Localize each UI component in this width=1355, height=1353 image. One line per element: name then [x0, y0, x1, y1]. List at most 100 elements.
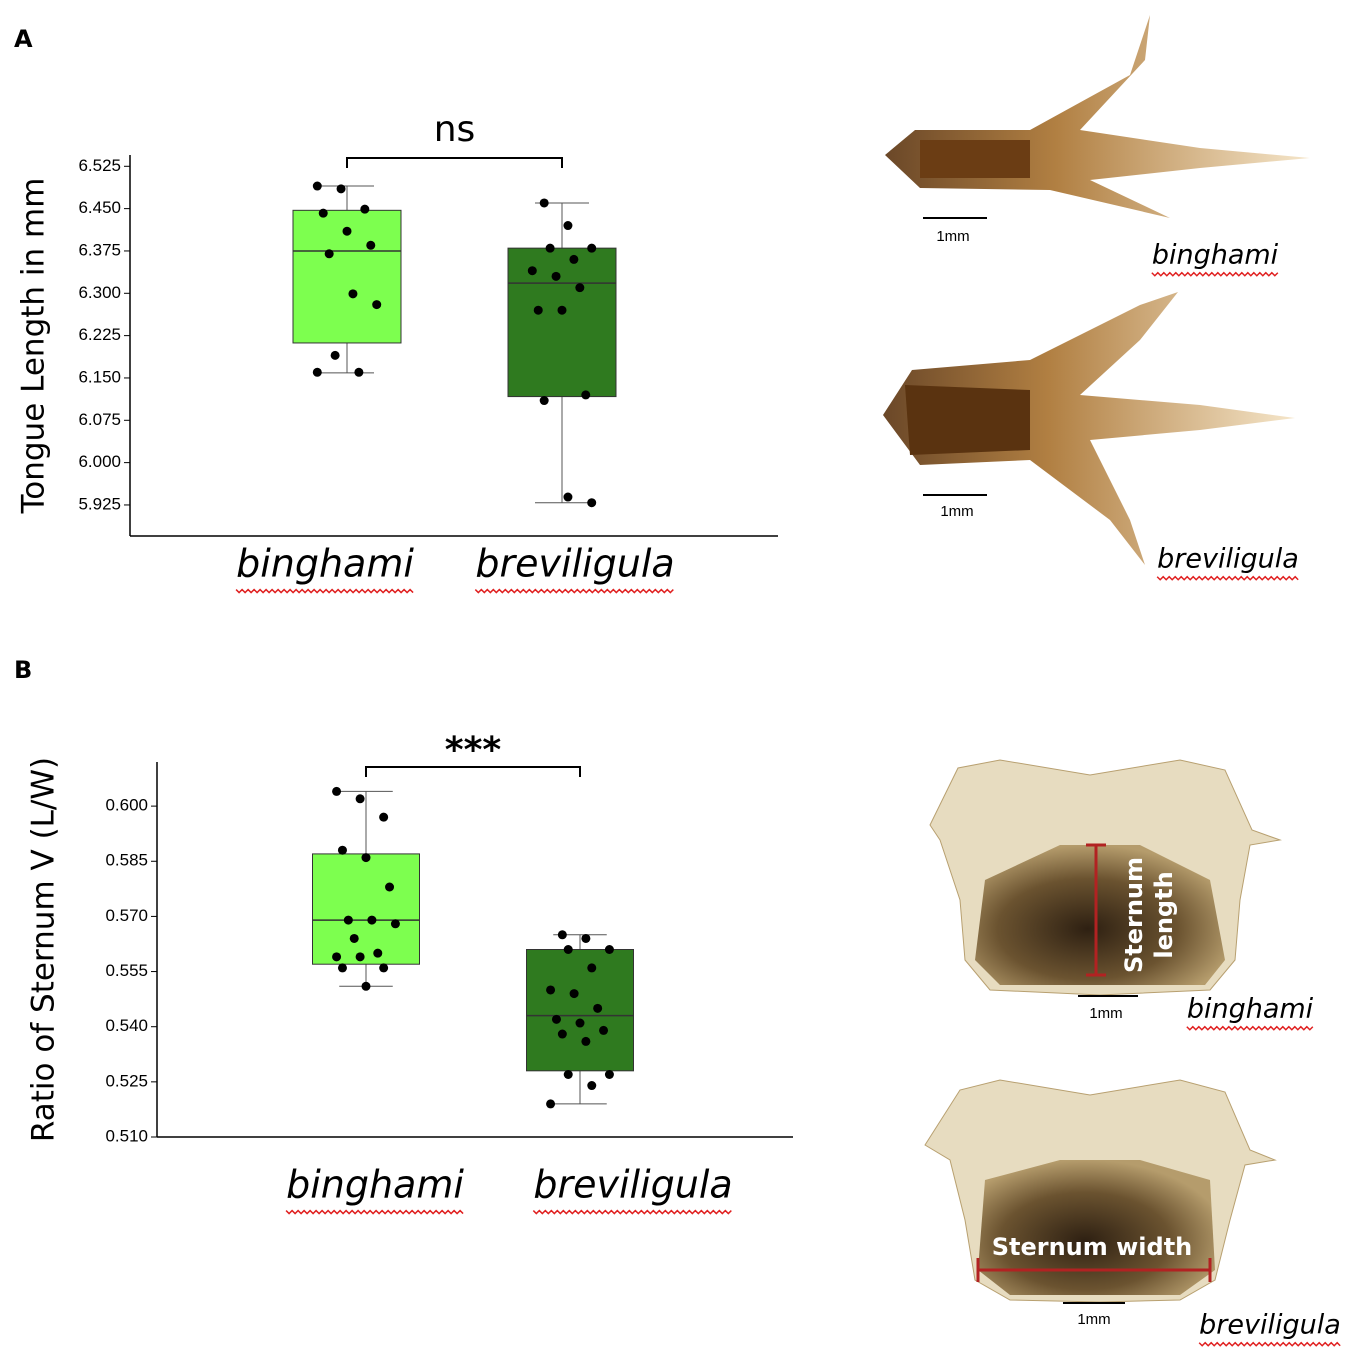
data-point	[546, 1099, 556, 1109]
species-label: breviligula	[1157, 544, 1299, 575]
y-tick-label: 6.150	[78, 367, 121, 386]
y-axis-label: Ratio of Sternum V (L/W)	[26, 757, 62, 1142]
data-point	[581, 1036, 591, 1046]
measure-line: length	[1150, 871, 1178, 958]
species-label: binghami	[1187, 994, 1314, 1025]
data-point	[545, 243, 555, 253]
data-point	[593, 1003, 603, 1013]
scale-label: 1mm	[940, 503, 973, 520]
data-point	[569, 989, 579, 999]
data-point	[563, 492, 573, 502]
y-tick-label: 6.375	[78, 240, 121, 259]
scale-label: 1mm	[936, 228, 969, 245]
data-point	[373, 948, 383, 958]
data-point	[324, 249, 334, 259]
scale-label: 1mm	[1077, 1311, 1110, 1328]
data-point	[533, 305, 543, 315]
data-point	[385, 882, 395, 892]
data-point	[349, 933, 359, 943]
data-point	[390, 919, 400, 929]
sternum-photo	[924, 1079, 1277, 1304]
y-tick-label: 6.225	[78, 325, 121, 344]
data-point	[348, 289, 358, 299]
data-point	[342, 226, 352, 236]
y-tick-label: 6.075	[78, 410, 121, 429]
data-point	[604, 1070, 614, 1079]
category-label: breviligula	[475, 542, 674, 586]
data-point	[587, 963, 597, 973]
y-tick-label: 0.555	[105, 961, 148, 980]
data-point	[361, 981, 371, 991]
spell-underline	[1198, 1341, 1341, 1347]
y-tick-label: 6.300	[78, 283, 121, 302]
measure-label: Sternum width	[992, 1233, 1193, 1261]
data-point	[379, 812, 389, 822]
y-tick-label: 6.000	[78, 452, 121, 471]
data-point	[372, 300, 382, 310]
data-point	[587, 1081, 597, 1091]
data-point	[557, 305, 567, 315]
category-label: breviligula	[533, 1163, 732, 1207]
species-label: binghami	[1152, 240, 1279, 271]
data-point	[546, 985, 556, 995]
data-point	[312, 181, 322, 191]
y-tick-label: 0.600	[105, 796, 148, 815]
data-point	[336, 184, 346, 194]
y-tick-label: 6.450	[78, 198, 121, 217]
data-point	[569, 254, 579, 264]
spell-underline	[532, 1209, 732, 1215]
y-tick-label: 0.540	[105, 1016, 148, 1035]
tongue-photo	[883, 292, 1295, 565]
data-point	[312, 367, 322, 377]
spell-underline	[1156, 575, 1299, 581]
tongue-photo	[885, 15, 1310, 218]
data-point	[367, 915, 377, 925]
box	[312, 853, 420, 965]
y-tick-label: 0.585	[105, 851, 148, 870]
category-label: binghami	[236, 542, 414, 586]
data-point	[361, 853, 371, 863]
data-point	[318, 208, 328, 218]
measure-label: Sternum length	[1120, 857, 1178, 973]
data-point	[551, 1014, 561, 1024]
box	[507, 247, 617, 398]
data-point	[360, 204, 370, 214]
y-tick-label: 0.510	[105, 1126, 148, 1145]
data-point	[366, 240, 376, 250]
data-point	[330, 350, 340, 360]
panel-label: B	[14, 656, 32, 684]
significance-label: ns	[434, 109, 476, 150]
spell-underline	[1151, 271, 1279, 277]
data-point	[581, 933, 591, 943]
significance-bracket	[346, 157, 563, 168]
data-point	[332, 786, 342, 796]
data-point	[551, 271, 561, 281]
data-point	[539, 396, 549, 406]
data-point	[337, 845, 347, 855]
data-point	[575, 283, 585, 293]
y-tick-label: 0.570	[105, 906, 148, 925]
y-tick-label: 6.525	[78, 156, 121, 175]
data-point	[557, 1029, 567, 1039]
spell-underline	[474, 588, 674, 594]
species-label: breviligula	[1199, 1310, 1341, 1341]
data-point	[604, 945, 614, 954]
data-point	[539, 198, 549, 208]
data-point	[379, 963, 389, 973]
data-point	[587, 243, 597, 253]
data-point	[355, 794, 365, 804]
panel-label: A	[14, 25, 33, 53]
data-point	[575, 1018, 585, 1028]
data-point	[354, 367, 364, 377]
y-axis-label: Tongue Length in mm	[16, 178, 52, 515]
data-point	[343, 915, 353, 925]
y-tick-label: 0.525	[105, 1071, 148, 1090]
data-point	[563, 945, 573, 954]
sternum-photo	[929, 759, 1282, 997]
scale-label: 1mm	[1089, 1005, 1122, 1022]
data-point	[587, 498, 597, 508]
box	[526, 949, 634, 1072]
data-point	[557, 930, 567, 940]
spell-underline	[1186, 1025, 1314, 1031]
category-label: binghami	[286, 1163, 464, 1207]
